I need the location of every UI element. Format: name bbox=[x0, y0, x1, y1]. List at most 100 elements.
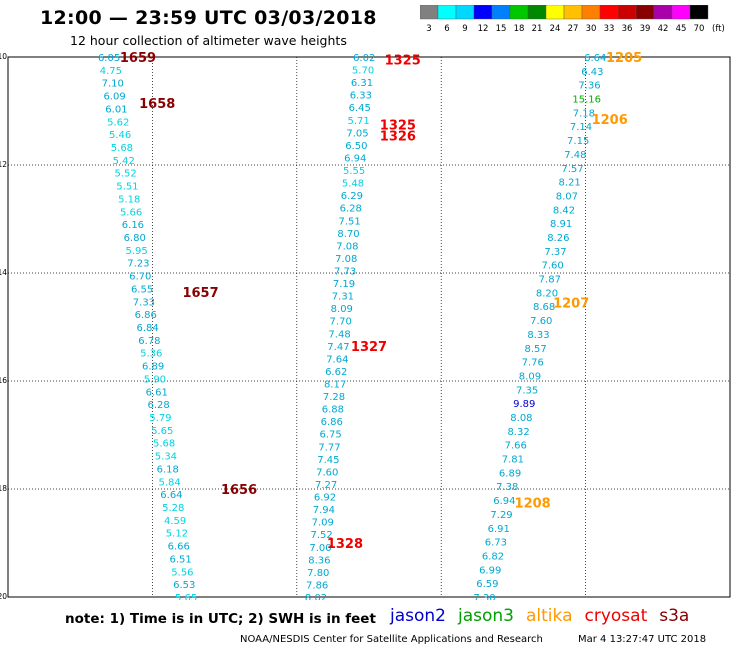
y-tick-label: -16 bbox=[0, 376, 7, 385]
wave-height-value: 5.70 bbox=[352, 66, 374, 77]
plot-frame bbox=[7, 56, 731, 598]
wave-height-value: 8.33 bbox=[527, 330, 549, 341]
wave-height-value: 7.57 bbox=[561, 164, 583, 175]
pass-time-label: 1207 bbox=[553, 297, 589, 312]
pass-time-label: 1325 bbox=[385, 54, 421, 69]
wave-height-value: 6.33 bbox=[350, 91, 372, 102]
wave-height-value: 7.64 bbox=[326, 354, 348, 365]
wave-height-value: 8.70 bbox=[337, 229, 359, 240]
wave-height-value: 7.05 bbox=[346, 128, 368, 139]
color-scale-bar: 3 6 9 12 15 18 21 24 27 30 33 36 39 42 45 70 (ft) bbox=[420, 5, 725, 34]
wave-height-value: 8.09 bbox=[331, 304, 353, 315]
wave-height-value: 7.35 bbox=[516, 385, 538, 396]
wave-height-value: 7.81 bbox=[502, 455, 524, 466]
colorbar-label: 24 bbox=[550, 24, 561, 34]
wave-height-value: 7.08 bbox=[335, 254, 357, 265]
wave-height-value: 6.18 bbox=[157, 464, 179, 475]
wave-height-value: 6.45 bbox=[349, 103, 371, 114]
colorbar-label: 27 bbox=[568, 24, 579, 34]
legend-item: jason3 bbox=[458, 606, 514, 626]
wave-height-value: 5.71 bbox=[347, 116, 369, 127]
wave-height-value: 5.55 bbox=[343, 166, 365, 177]
colorbar-label: 36 bbox=[622, 24, 633, 34]
wave-height-value: 5.12 bbox=[166, 529, 188, 540]
wave-height-value: 5.68 bbox=[111, 143, 133, 154]
wave-height-value: 7.18 bbox=[573, 108, 595, 119]
colorbar-swatch bbox=[689, 5, 709, 20]
pass-time-label: 1327 bbox=[351, 340, 387, 355]
wave-height-value: 6.02 bbox=[353, 53, 375, 64]
wave-height-value: 7.52 bbox=[311, 530, 333, 541]
wave-height-value: 7.70 bbox=[330, 317, 352, 328]
y-tick-label: -12 bbox=[0, 160, 7, 169]
wave-height-value: 7.48 bbox=[564, 150, 586, 161]
wave-height-value: 8.91 bbox=[550, 219, 572, 230]
wave-height-value: 5.56 bbox=[171, 567, 193, 578]
wave-height-value: 7.60 bbox=[530, 316, 552, 327]
wave-height-value: 7.45 bbox=[317, 455, 339, 466]
wave-height-value: 5.46 bbox=[109, 130, 131, 141]
wave-height-value: 7.36 bbox=[578, 81, 600, 92]
satellite-legend: jason2 jason3 altika cryosat s3a bbox=[390, 606, 701, 626]
wave-height-value: 8.68 bbox=[533, 302, 555, 313]
y-tick-label: -20 bbox=[0, 592, 7, 600]
wave-height-value: 6.78 bbox=[138, 336, 160, 347]
wave-height-value: 6.80 bbox=[124, 233, 146, 244]
wave-height-value: 8.42 bbox=[553, 205, 575, 216]
wave-height-value: 5.65 bbox=[151, 426, 173, 437]
wave-height-value: 8.32 bbox=[507, 427, 529, 438]
wave-height-value: 7.15 bbox=[567, 136, 589, 147]
wave-height-value: 7.76 bbox=[522, 358, 544, 369]
wave-height-value: 5.95 bbox=[125, 246, 147, 257]
wave-height-value: 7.60 bbox=[542, 261, 564, 272]
chart-title: 12:00 — 23:59 UTC 03/03/2018 bbox=[40, 7, 377, 29]
y-tick-label: -10 bbox=[0, 52, 7, 61]
wave-height-value: 7.77 bbox=[318, 442, 340, 453]
wave-height-value: 8.57 bbox=[524, 344, 546, 355]
colorbar-label: 18 bbox=[514, 24, 525, 34]
wave-height-value: 7.14 bbox=[570, 122, 592, 133]
wave-height-value: 7.47 bbox=[327, 342, 349, 353]
wave-height-value: 5.51 bbox=[116, 182, 138, 193]
colorbar-label: 21 bbox=[532, 24, 543, 34]
colorbar-label: 33 bbox=[604, 24, 615, 34]
footer-note: note: 1) Time is in UTC; 2) SWH is in fe… bbox=[65, 611, 376, 627]
wave-height-value: 5.42 bbox=[113, 156, 135, 167]
wave-height-value: 6.61 bbox=[146, 387, 168, 398]
wave-height-value: 6.94 bbox=[493, 496, 515, 507]
wave-height-value: 7.37 bbox=[544, 247, 566, 258]
colorbar-unit: (ft) bbox=[712, 24, 725, 34]
wave-height-value: 6.99 bbox=[479, 565, 501, 576]
colorbar-label: 42 bbox=[658, 24, 669, 34]
wave-height-value: 6.73 bbox=[485, 538, 507, 549]
chart-subtitle: 12 hour collection of altimeter wave hei… bbox=[70, 33, 347, 48]
wave-height-value: 6.84 bbox=[136, 323, 158, 334]
wave-height-value: 5.62 bbox=[107, 117, 129, 128]
colorbar-label: 6 bbox=[444, 24, 449, 34]
wave-height-value: 6.55 bbox=[131, 284, 153, 295]
wave-height-value: 6.86 bbox=[321, 417, 343, 428]
wave-height-value: 5.65 bbox=[175, 593, 197, 600]
wave-height-value: 7.73 bbox=[334, 266, 356, 277]
wave-height-value: 7.10 bbox=[102, 79, 124, 90]
wave-height-value: 6.86 bbox=[135, 310, 157, 321]
colorbar-label: 30 bbox=[586, 24, 597, 34]
wave-height-value: 7.00 bbox=[309, 543, 331, 554]
wave-height-value: 7.86 bbox=[306, 580, 328, 591]
wave-height-value: 6.59 bbox=[476, 579, 498, 590]
wave-height-value: 6.64 bbox=[160, 490, 182, 501]
wave-height-value: 5.34 bbox=[155, 452, 177, 463]
wave-height-value: 6.91 bbox=[488, 524, 510, 535]
wave-height-value: 7.30 bbox=[473, 593, 495, 600]
wave-height-value: 4.75 bbox=[100, 66, 122, 77]
wave-height-value: 5.79 bbox=[149, 413, 171, 424]
wave-height-value: 7.09 bbox=[312, 518, 334, 529]
y-tick-label: -18 bbox=[0, 484, 7, 493]
wave-height-value: 5.36 bbox=[140, 349, 162, 360]
wave-height-value: 8.26 bbox=[547, 233, 569, 244]
colorbar-label: 70 bbox=[694, 24, 705, 34]
colorbar-label: 12 bbox=[478, 24, 489, 34]
legend-item: cryosat bbox=[584, 606, 648, 626]
colorbar-label: 15 bbox=[496, 24, 507, 34]
wave-height-value: 8.08 bbox=[510, 413, 532, 424]
